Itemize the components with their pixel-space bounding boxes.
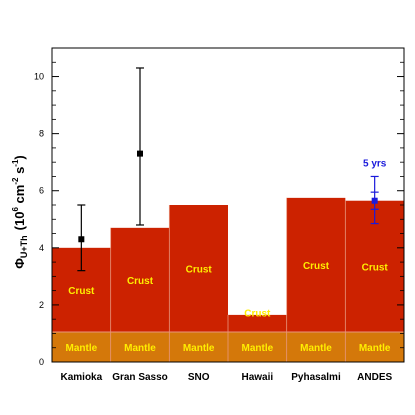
y-tick-label-10: 10: [34, 72, 44, 82]
data-point-andes: [371, 197, 378, 204]
mantle-label-hawaii: Mantle: [241, 343, 273, 354]
bars-group: Mantle Crust Mantle Crust Mantle Crust Mantle C…: [52, 197, 404, 362]
y-tick-label-6: 6: [39, 186, 44, 196]
data-point-gran-sasso: [137, 150, 143, 157]
crust-label-gran-sasso: Crust: [127, 276, 154, 287]
mantle-bar-gran-sasso: [110, 332, 170, 362]
crust-bar-sno: [169, 205, 228, 333]
category-label-gran-sasso: Gran Sasso: [112, 372, 168, 383]
mantle-bar-pyhasalmi: [286, 332, 346, 362]
crust-bar-pyhasalmi: [286, 197, 346, 333]
crust-label-pyhasalmi: Crust: [303, 261, 330, 272]
y-ticks-group: 0 2 4 6 8 10: [34, 61, 404, 367]
y-label-exp2: -2: [11, 177, 20, 185]
mantle-bar-hawaii: [228, 332, 287, 362]
mantle-label-pyhasalmi: Mantle: [300, 343, 332, 354]
y-label-exp3: -1: [11, 159, 20, 167]
y-tick-label-4: 4: [39, 243, 44, 253]
y-label-unit-close: ): [12, 155, 27, 159]
mantle-label-sno: Mantle: [183, 343, 215, 354]
y-label-subscript: U+Th: [19, 235, 29, 258]
crust-label-hawaii: Crust: [244, 308, 271, 319]
y-tick-label-8: 8: [39, 129, 44, 139]
y-label-symbol: Φ: [12, 258, 27, 269]
crust-label-andes: Crust: [362, 262, 389, 273]
crust-bar-hawaii: [228, 314, 287, 333]
mantle-label-gran-sasso: Mantle: [124, 343, 156, 354]
mantle-bar-sno: [169, 332, 228, 362]
mantle-label-andes: Mantle: [359, 343, 391, 354]
y-label-unit-s: s: [12, 167, 27, 178]
category-label-hawaii: Hawaii: [241, 372, 273, 383]
mantle-bar-andes: [345, 332, 404, 362]
annotation-label: 5 yrs: [363, 158, 387, 169]
category-label-andes: ANDES: [357, 372, 392, 383]
crust-bar-gran-sasso: [110, 227, 170, 333]
category-label-kamioka: Kamioka: [60, 372, 102, 383]
category-label-pyhasalmi: Pyhasalmi: [291, 372, 341, 383]
mantle-label-kamioka: Mantle: [65, 343, 97, 354]
error-bars-group: [77, 67, 379, 272]
category-label-sno: SNO: [188, 372, 210, 383]
crust-label-kamioka: Crust: [68, 286, 95, 297]
data-point-kamioka: [78, 236, 85, 243]
y-label-unit-cm: cm: [12, 185, 27, 207]
y-tick-label-2: 2: [39, 300, 44, 310]
y-label-unit-open: (10: [12, 212, 27, 231]
y-label-exp1: 6: [11, 207, 20, 212]
category-labels-group: Kamioka Gran Sasso SNO Hawaii Pyhasalmi ANDES: [60, 372, 392, 383]
mantle-bar-kamioka: [52, 332, 111, 362]
y-tick-label-0: 0: [39, 357, 44, 367]
crust-label-sno: Crust: [186, 265, 213, 276]
y-axis-label: ΦU+Th (106 cm-2 s-1): [11, 155, 29, 269]
